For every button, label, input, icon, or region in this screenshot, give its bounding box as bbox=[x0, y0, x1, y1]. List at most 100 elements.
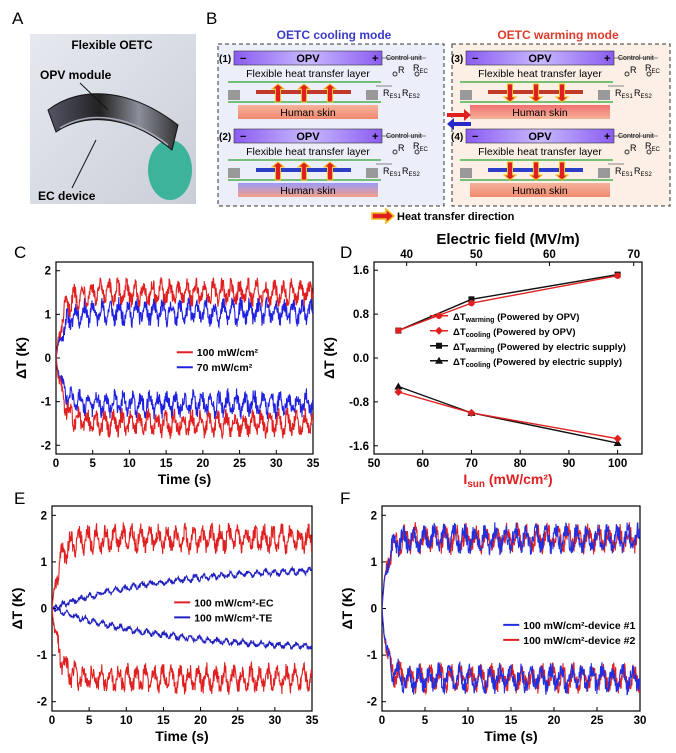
heat-direction-legend-label: Heat transfer direction bbox=[397, 211, 515, 223]
switch-node bbox=[624, 71, 630, 77]
legend-subscript: cooling bbox=[466, 332, 491, 339]
x-tick-label: 100 bbox=[608, 458, 627, 470]
mode-switch-arrow-left bbox=[447, 118, 471, 130]
y-tick-label: -2 bbox=[367, 697, 377, 709]
legend-marker bbox=[436, 342, 442, 349]
x-axis-label: Time (s) bbox=[484, 728, 537, 744]
legend-label: 100 mW/cm²-device #2 bbox=[523, 635, 635, 647]
panel-letter-c: C bbox=[14, 243, 26, 262]
x-tick-label: 15 bbox=[157, 715, 170, 727]
resistor-res1-subscript: ES1 bbox=[390, 94, 402, 100]
heat-arrow-icon bbox=[270, 83, 286, 103]
x-tick-label: 5 bbox=[90, 458, 97, 470]
resistor-rec-subscript: EC bbox=[420, 147, 429, 153]
panel-b: B OETC cooling mode OETC warming mode (1… bbox=[206, 9, 671, 225]
x-axis-label-rest: (mW/cm²) bbox=[485, 471, 553, 487]
opv-plus: + bbox=[604, 131, 610, 143]
x-tick-label: 0 bbox=[53, 458, 59, 470]
schematic-number: (1) bbox=[219, 54, 231, 65]
heat-arrow-legend-icon bbox=[371, 207, 396, 225]
switch-node bbox=[392, 149, 398, 155]
data-point bbox=[468, 299, 475, 307]
x-tick-label: 20 bbox=[548, 715, 561, 727]
x-tick-label: 20 bbox=[196, 458, 209, 470]
legend-marker bbox=[435, 356, 443, 364]
y-tick-label: -0.8 bbox=[349, 397, 369, 409]
series-line bbox=[56, 296, 313, 359]
resistor-res2-subscript: ES2 bbox=[409, 172, 421, 178]
y-tick-label: 2 bbox=[371, 510, 377, 522]
switch-node bbox=[414, 71, 420, 77]
opv-plus: + bbox=[372, 131, 378, 143]
label-opv-module: OPV module bbox=[40, 68, 112, 82]
top-x-axis-label: Electric field (MV/m) bbox=[436, 231, 579, 248]
heat-arrow-icon bbox=[528, 83, 544, 103]
y-tick-label: 0 bbox=[371, 604, 377, 616]
x-tick-label: 0 bbox=[49, 715, 55, 727]
legend-label-rest: (Powered by OPV) bbox=[494, 312, 579, 323]
panel-letter-b: B bbox=[206, 9, 217, 28]
data-point bbox=[613, 434, 622, 443]
skin-layer bbox=[238, 105, 378, 119]
x-tick-label: 90 bbox=[563, 458, 576, 470]
resistor-rec-subscript: EC bbox=[652, 69, 661, 75]
pointer-opv bbox=[79, 82, 109, 111]
x-axis-label-subscript: sun bbox=[467, 479, 485, 490]
x-tick-label: 20 bbox=[194, 715, 207, 727]
legend-label-rest: (Powered by electric supply) bbox=[494, 342, 625, 353]
legend-label-rest: (Powered by OPV) bbox=[491, 327, 576, 338]
heat-arrow-icon bbox=[502, 83, 518, 103]
x-axis-label: Time (s) bbox=[155, 728, 208, 744]
x-tick-label: 10 bbox=[462, 715, 475, 727]
legend-subscript: warming bbox=[465, 317, 495, 324]
chart-F: 0 5 10 15 20 25 30 -2 -1 0 1 2 ΔT (K) Time (s) 100 mW/… bbox=[339, 505, 646, 744]
y-tick-label: -1.6 bbox=[349, 441, 369, 453]
legend-label: 100 mW/cm²-TE bbox=[194, 612, 272, 624]
opv-label: OPV bbox=[296, 131, 320, 143]
series-line bbox=[52, 607, 312, 651]
y-tick-label: 0.8 bbox=[353, 309, 370, 321]
schematic-1: (1) − OPV + Control unit Flexible heat transf… bbox=[219, 50, 429, 119]
x-tick-label: 10 bbox=[123, 458, 136, 470]
x-tick-label: 60 bbox=[416, 458, 429, 470]
cooling-mode-title: OETC cooling mode bbox=[277, 28, 392, 42]
legend-marker bbox=[435, 326, 443, 335]
series-line bbox=[382, 522, 640, 609]
x-axis-label: Time (s) bbox=[158, 471, 211, 487]
legend-label: ΔTcooling (Powered by OPV) bbox=[453, 327, 576, 339]
schematic-number: (3) bbox=[451, 54, 463, 65]
top-x-tick-label: 60 bbox=[543, 249, 556, 261]
switch-node bbox=[414, 149, 420, 155]
resistor-rec-subscript: EC bbox=[652, 147, 661, 153]
x-tick-label: 0 bbox=[379, 715, 385, 727]
y-tick-label: -1 bbox=[41, 397, 52, 409]
legend-label: ΔTcooling (Powered by electric supply) bbox=[453, 357, 622, 369]
skin-label: Human skin bbox=[512, 107, 568, 119]
schematic-4: (4) − OPV + Control unit Flexible heat transf… bbox=[451, 128, 661, 197]
support-block-left bbox=[228, 168, 240, 178]
legend-label: 70 mW/cm² bbox=[197, 362, 253, 374]
resistor-r-label: R bbox=[398, 65, 405, 75]
panel-a: A Flexible OETC OPV module EC device bbox=[12, 9, 196, 204]
x-tick-label: 25 bbox=[233, 458, 246, 470]
x-tick-label: 80 bbox=[514, 458, 527, 470]
opv-label: OPV bbox=[528, 131, 552, 143]
legend-marker bbox=[435, 312, 443, 319]
opv-label: OPV bbox=[528, 53, 552, 65]
control-unit-label: Control unit bbox=[386, 55, 422, 62]
top-x-tick-label: 70 bbox=[627, 249, 640, 261]
heat-transfer-layer-label: Flexible heat transfer layer bbox=[478, 146, 602, 158]
chart-C: 0 5 10 15 20 25 30 35 -2 -1 0 1 2 ΔT (K) Time (s) 100 m… bbox=[13, 261, 320, 487]
data-point bbox=[395, 327, 402, 334]
warming-mode-title: OETC warming mode bbox=[497, 28, 619, 42]
y-axis-label: ΔT (K) bbox=[13, 337, 29, 379]
series-line bbox=[398, 385, 618, 444]
series-line bbox=[382, 608, 640, 696]
skin-label: Human skin bbox=[280, 185, 336, 197]
series-line bbox=[52, 608, 312, 695]
skin-layer bbox=[470, 105, 610, 119]
y-tick-label: 0 bbox=[41, 604, 47, 616]
switch-node bbox=[646, 71, 652, 77]
opv-plus: + bbox=[604, 53, 610, 65]
y-axis-label: ΔT (K) bbox=[321, 337, 337, 379]
